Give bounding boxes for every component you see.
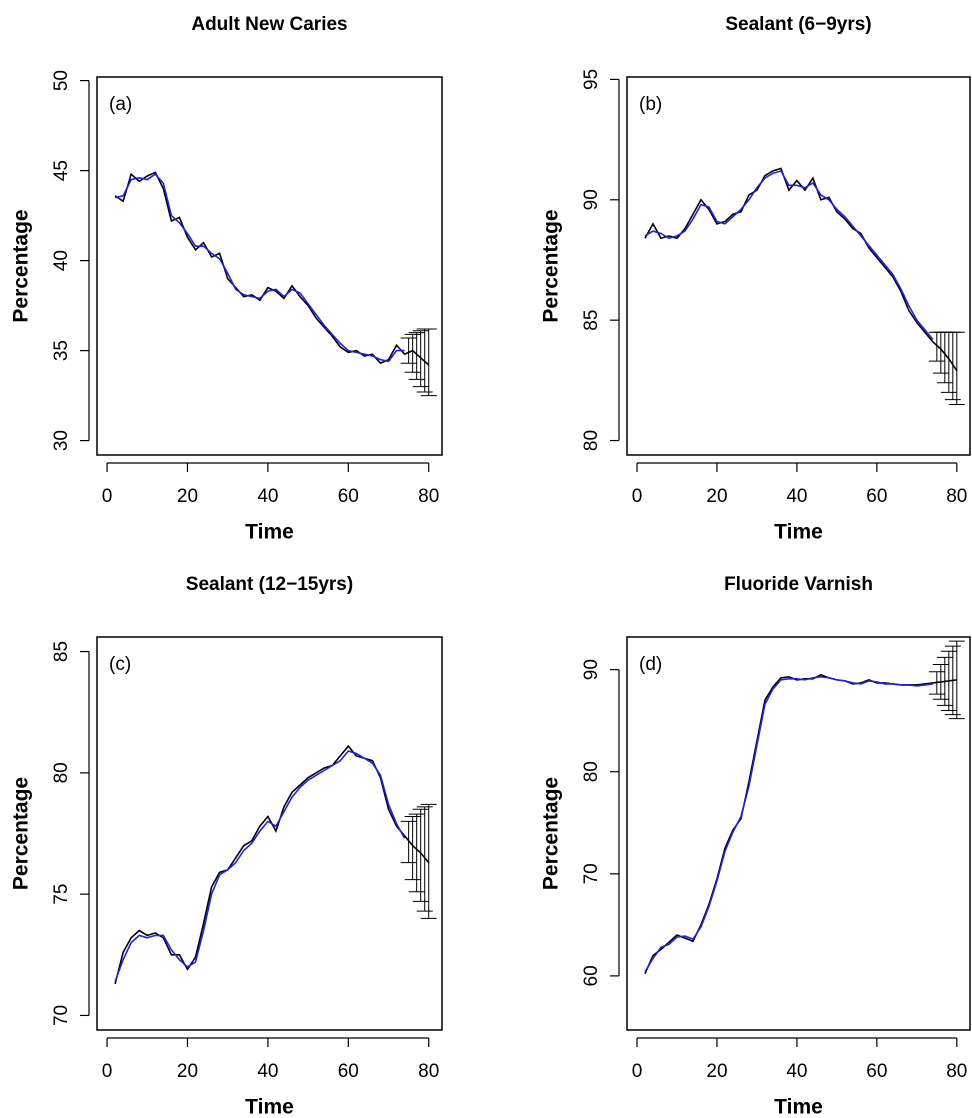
data-line (644, 167, 958, 372)
x-tick-label: 20 (706, 486, 727, 507)
x-tick-label: 80 (946, 1061, 967, 1082)
x-tick-label: 40 (786, 486, 807, 507)
x-tick-label: 60 (338, 486, 359, 507)
plot-box (96, 636, 443, 1031)
chart-title: Fluoride Varnish (724, 574, 873, 595)
y-tick-label: 95 (581, 69, 602, 90)
data-line (644, 169, 934, 340)
plot-box (626, 76, 971, 456)
x-tick-label: 40 (257, 1061, 278, 1082)
x-axis-title: Time (774, 1096, 823, 1118)
x-tick-label: 60 (338, 1061, 359, 1082)
x-tick-label: 20 (177, 1061, 198, 1082)
y-tick-label: 45 (51, 160, 72, 181)
chart-title: Adult New Caries (191, 14, 347, 35)
panel-label: (b) (639, 94, 662, 115)
data-line (114, 750, 406, 982)
x-tick-label: 60 (866, 486, 887, 507)
x-tick-label: 20 (706, 1061, 727, 1082)
x-axis-title: Time (774, 521, 823, 544)
data-line (644, 673, 957, 975)
y-tick-label: 90 (581, 659, 602, 680)
chart-title: Sealant (12−15yrs) (186, 574, 353, 595)
y-tick-label: 40 (51, 250, 72, 271)
x-tick-label: 0 (632, 1061, 643, 1082)
x-tick-label: 80 (418, 486, 439, 507)
y-axis-title: Percentage (10, 209, 33, 322)
y-axis-title: Percentage (540, 209, 563, 322)
plot-box (96, 76, 443, 456)
panel-label: (c) (109, 654, 131, 675)
x-axis-title: Time (245, 1096, 294, 1118)
x-tick-label: 0 (102, 486, 113, 507)
x-tick-label: 0 (102, 1061, 113, 1082)
y-tick-label: 50 (51, 70, 72, 91)
data-line (114, 171, 430, 366)
x-tick-label: 80 (946, 486, 967, 507)
x-axis-title: Time (245, 521, 294, 544)
y-tick-label: 60 (581, 965, 602, 986)
y-tick-label: 70 (51, 1005, 72, 1026)
x-tick-label: 40 (257, 486, 278, 507)
y-tick-label: 80 (581, 430, 602, 451)
panel-label: (a) (109, 94, 132, 115)
chart-title: Sealant (6−9yrs) (725, 14, 871, 35)
y-tick-label: 35 (51, 340, 72, 361)
y-tick-label: 85 (581, 310, 602, 331)
y-tick-label: 80 (581, 761, 602, 782)
y-axis-title: Percentage (10, 777, 33, 890)
data-line (114, 173, 405, 363)
x-tick-label: 80 (418, 1061, 439, 1082)
x-tick-label: 40 (786, 1061, 807, 1082)
y-tick-label: 75 (51, 884, 72, 905)
plot-box (626, 636, 971, 1031)
x-tick-label: 0 (632, 486, 643, 507)
y-tick-label: 90 (581, 189, 602, 210)
y-tick-label: 85 (51, 641, 72, 662)
panel-label: (d) (639, 654, 662, 675)
data-line (644, 676, 933, 973)
y-tick-label: 80 (51, 762, 72, 783)
x-tick-label: 60 (866, 1061, 887, 1082)
y-axis-title: Percentage (540, 777, 563, 890)
y-tick-label: 70 (581, 863, 602, 884)
y-tick-label: 30 (51, 430, 72, 451)
x-tick-label: 20 (177, 486, 198, 507)
